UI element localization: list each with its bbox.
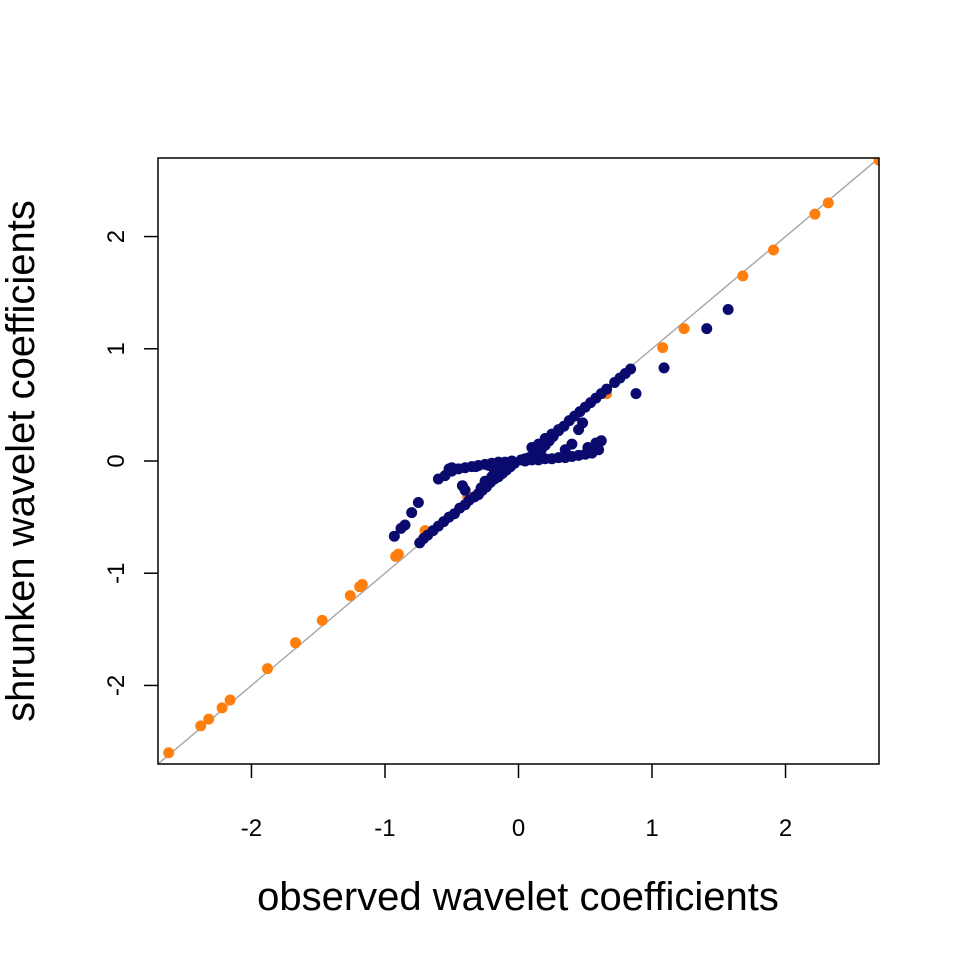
data-point	[873, 158, 879, 166]
data-point	[809, 208, 821, 220]
x-tick-label: -2	[241, 815, 262, 842]
data-point	[356, 578, 368, 590]
data-point	[502, 459, 514, 471]
data-point	[316, 614, 328, 626]
data-point	[216, 702, 228, 714]
data-point	[625, 363, 637, 375]
data-point	[459, 484, 471, 496]
y-axis-title: shrunken wavelet coefficients	[0, 200, 43, 722]
y-tick-label: 2	[103, 230, 130, 243]
data-point	[566, 438, 578, 450]
data-point	[737, 270, 749, 282]
y-tick-label: -1	[103, 563, 130, 584]
x-axis-title: observed wavelet coefficients	[257, 875, 779, 919]
data-point	[678, 323, 690, 335]
y-tick-label: 1	[103, 342, 130, 355]
y-tick-label: -2	[103, 675, 130, 696]
data-point	[406, 507, 418, 519]
data-point	[195, 720, 207, 732]
plot-content	[158, 158, 879, 764]
y-tick-label: 0	[103, 454, 130, 467]
data-point	[701, 323, 713, 335]
data-point	[822, 197, 834, 209]
x-tick-label: 2	[779, 815, 792, 842]
data-point	[722, 304, 734, 315]
plot-area	[158, 158, 879, 764]
data-point	[577, 417, 589, 429]
data-point	[446, 462, 458, 474]
data-point	[392, 548, 404, 560]
data-point	[261, 663, 273, 675]
data-point	[203, 713, 215, 725]
data-point	[163, 747, 175, 759]
data-point	[630, 388, 642, 400]
data-point	[595, 435, 607, 447]
series-1	[388, 304, 734, 549]
data-point	[470, 461, 482, 473]
data-point	[224, 694, 236, 706]
x-tick-label: 1	[645, 815, 658, 842]
data-point	[344, 590, 356, 602]
x-axis: -2 -1 0 1 2	[241, 764, 792, 842]
data-point	[290, 637, 302, 649]
data-point	[582, 442, 594, 454]
data-point	[657, 342, 669, 354]
y-axis: -2 -1 0 1 2	[103, 230, 158, 696]
data-point	[412, 497, 424, 509]
data-point	[399, 519, 411, 531]
x-tick-label: 0	[512, 815, 525, 842]
data-point	[601, 383, 613, 395]
data-point	[483, 459, 495, 471]
data-point	[553, 424, 565, 436]
data-point	[658, 362, 670, 374]
x-tick-label: -1	[374, 815, 395, 842]
data-point	[768, 244, 780, 256]
data-point	[388, 530, 400, 542]
